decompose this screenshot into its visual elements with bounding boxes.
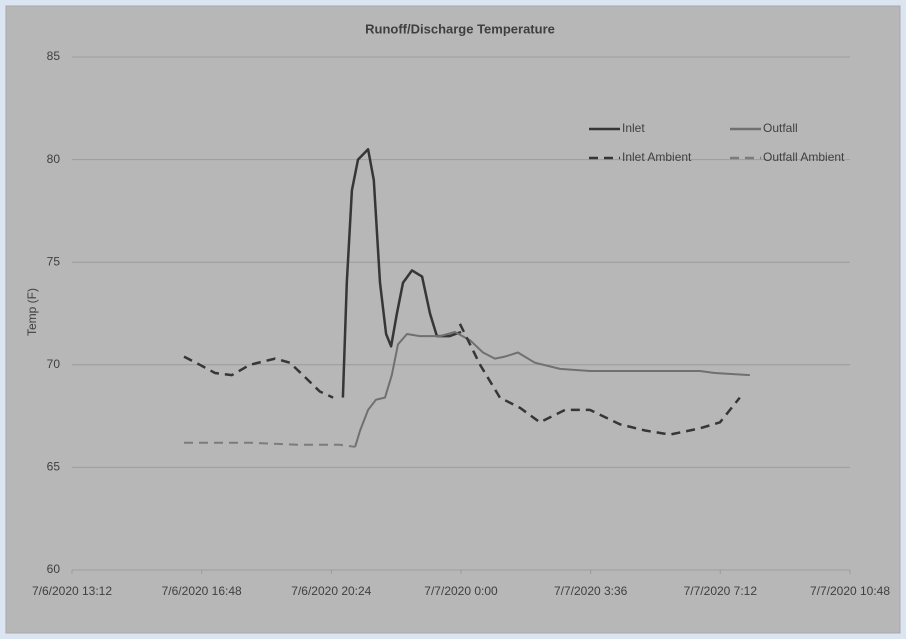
y-tick-label: 60	[47, 562, 61, 576]
y-tick-label: 85	[47, 49, 61, 63]
series-line	[354, 331, 750, 448]
y-tick-label: 70	[47, 357, 61, 371]
x-tick-label: 7/7/2020 0:00	[424, 584, 498, 598]
legend-label: Outfall Ambient	[763, 150, 845, 164]
x-tick-label: 7/7/2020 7:12	[684, 584, 758, 598]
legend-label: Inlet Ambient	[622, 150, 692, 164]
x-tick-label: 7/7/2020 3:36	[554, 584, 628, 598]
y-tick-label: 65	[47, 460, 61, 474]
y-tick-label: 80	[47, 152, 61, 166]
legend-label: Inlet	[622, 121, 645, 135]
series-line	[341, 148, 462, 398]
legend-label: Outfall	[763, 121, 798, 135]
x-tick-label: 7/7/2020 10:48	[810, 584, 890, 598]
y-tick-label: 75	[47, 254, 61, 268]
chart-area	[5, 5, 901, 634]
series-line	[183, 323, 741, 436]
x-tick-label: 7/6/2020 20:24	[291, 584, 371, 598]
x-tick-label: 7/6/2020 13:12	[32, 584, 112, 598]
chart-title: Runoff/Discharge Temperature	[365, 21, 555, 36]
x-tick-label: 7/6/2020 16:48	[162, 584, 242, 598]
y-axis-label: Temp (F)	[25, 288, 39, 336]
